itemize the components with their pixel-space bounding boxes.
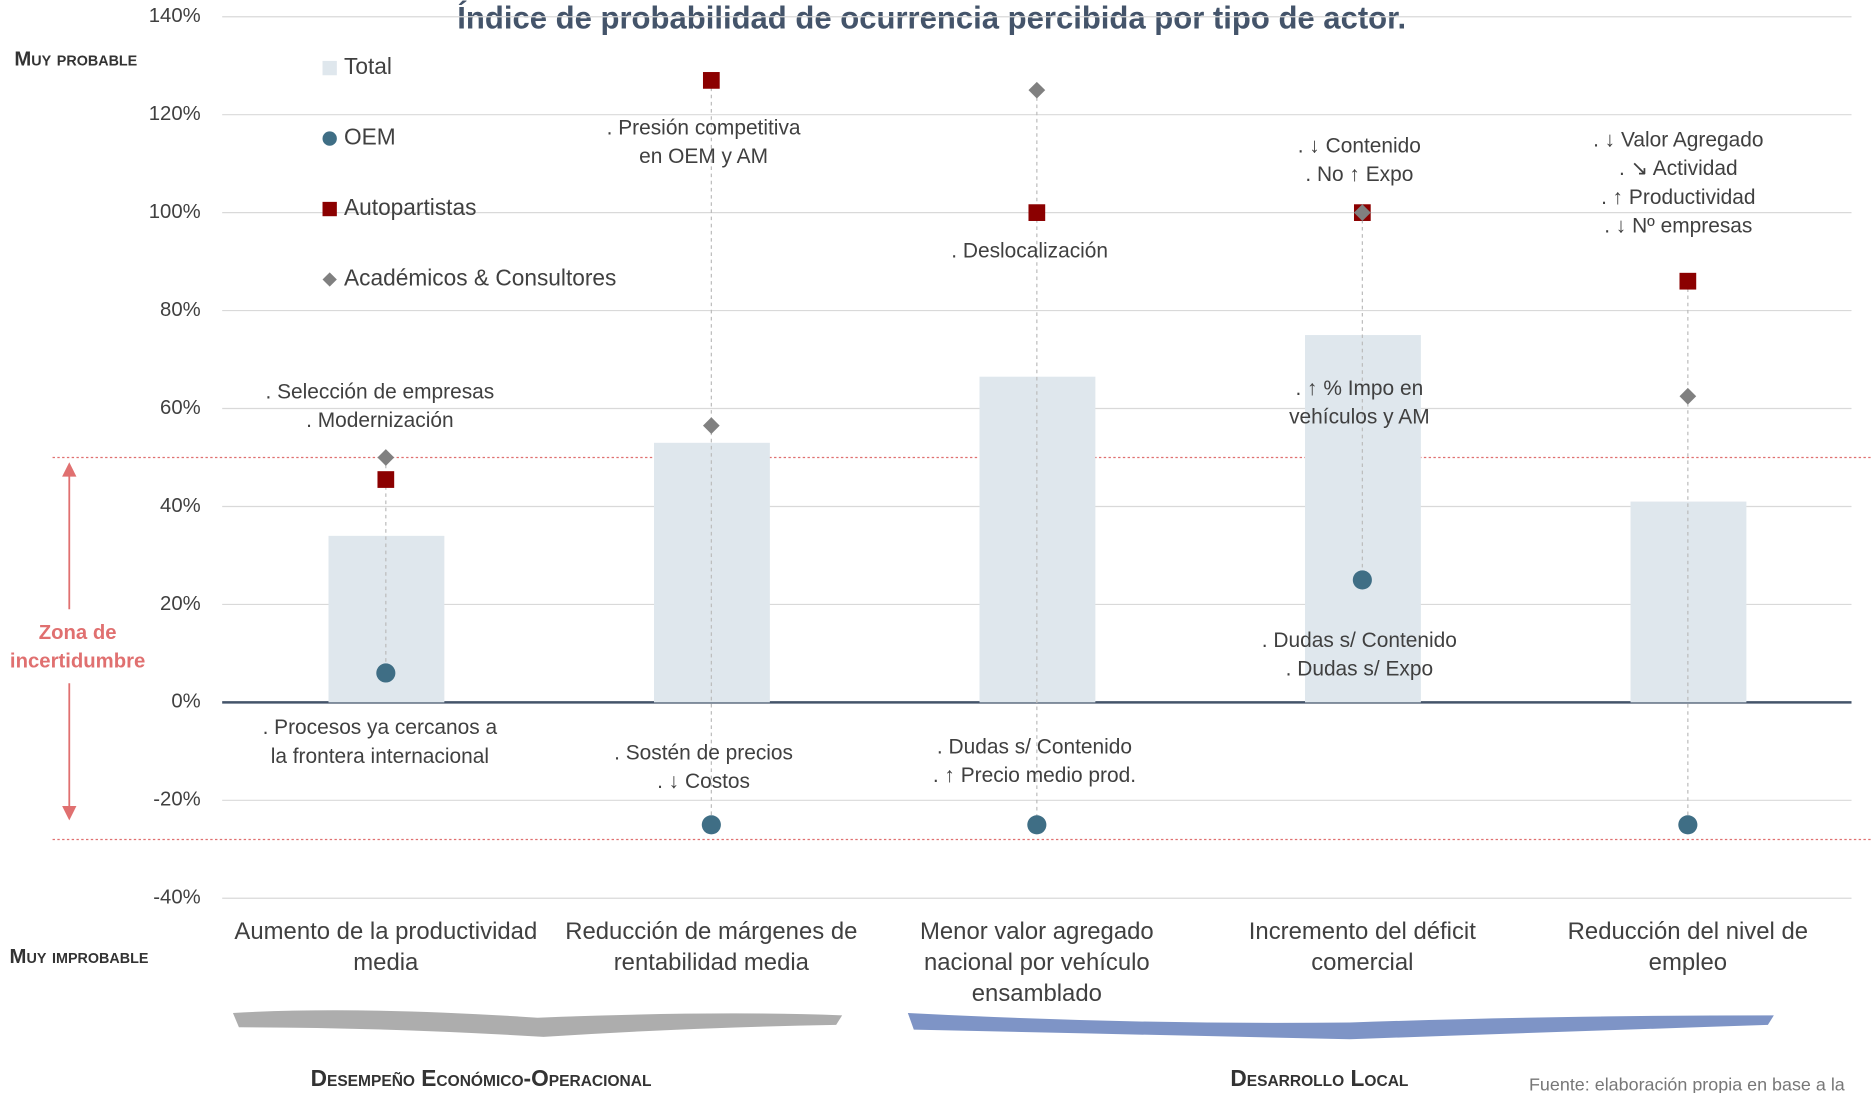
annotation: . Procesos ya cercanos a <box>263 716 498 739</box>
annotation: . ↑ Precio medio prod. <box>933 764 1136 787</box>
x-tick-label: Reducción del nivel de empleo <box>1567 918 1809 976</box>
annotation: . Dudas s/ Expo <box>1286 658 1433 681</box>
legend-label: OEM <box>344 124 396 150</box>
group-label: Desarrollo Local <box>1230 1066 1409 1092</box>
y-tick-label: 100% <box>149 201 201 223</box>
marker-autopartistas <box>1679 272 1697 290</box>
y-tick-label: 0% <box>171 691 200 713</box>
annotation: . No ↑ Expo <box>1305 163 1413 186</box>
legend-swatch <box>322 272 337 287</box>
y-tick-label: 120% <box>149 103 201 125</box>
x-tick-label: Reducción de márgenes de rentabilidad me… <box>565 918 858 976</box>
marker-oem <box>701 815 721 835</box>
group-label: Desempeño Económico-Operacional <box>310 1066 652 1092</box>
annotation: vehículos y AM <box>1289 406 1430 429</box>
zone-arrowhead <box>62 806 77 821</box>
source: Fuente: elaboración propia en base a la <box>1528 1075 1845 1093</box>
annotation: . ↘ Actividad <box>1619 157 1738 180</box>
annotation: . ↑ Productividad <box>1601 186 1755 209</box>
marker-autopartistas <box>702 72 720 89</box>
annotation: la frontera internacional <box>271 745 489 768</box>
annotation: . Dudas s/ Contenido <box>937 735 1132 758</box>
marker-academicos <box>1028 81 1046 99</box>
x-tick-label: Aumento de la productividad media <box>234 918 538 976</box>
y-tick-label: -20% <box>153 789 200 811</box>
bar <box>1630 501 1747 703</box>
y-tick-label: 40% <box>160 495 201 517</box>
marker-autopartistas <box>377 471 395 488</box>
bar <box>979 376 1096 703</box>
marker-academicos <box>702 417 720 435</box>
legend-label: Total <box>344 53 392 79</box>
zone-arrowhead <box>62 462 77 477</box>
x-tick-label: Incremento del déficit comercial <box>1248 918 1476 976</box>
annotation: . Deslocalización <box>951 240 1108 263</box>
marker-academicos <box>1679 387 1697 405</box>
y-tick-label: 20% <box>160 593 201 615</box>
annotation: . Selección de empresas <box>265 381 494 404</box>
y-tick-label: 60% <box>160 397 201 419</box>
y-tick-label: 140% <box>149 5 201 27</box>
group-brush <box>907 1012 1774 1040</box>
legend-swatch <box>322 60 337 76</box>
marker-autopartistas <box>1028 204 1046 221</box>
y-bottom-label: Muy improbable <box>9 944 149 968</box>
annotation: . ↓ Nº empresas <box>1604 214 1752 237</box>
annotation: . ↑ % Impo en <box>1295 377 1423 400</box>
x-tick-label: Menor valor agregado nacional por vehícu… <box>919 918 1154 1007</box>
bar <box>653 442 770 703</box>
legend-label: Autopartistas <box>344 194 476 220</box>
y-tick-label: -40% <box>153 887 200 909</box>
marker-academicos <box>377 449 395 466</box>
marker-oem <box>1352 570 1372 590</box>
y-tick-label: 80% <box>160 299 201 321</box>
annotation: . ↓ Valor Agregado <box>1593 128 1763 151</box>
annotation: . ↓ Contenido <box>1298 134 1421 157</box>
bar <box>1305 335 1421 703</box>
marker-oem <box>376 663 396 683</box>
annotation: en OEM y AM <box>639 145 768 168</box>
annotation: . Sostén de precios <box>614 741 793 764</box>
annotation: . ↓ Costos <box>657 770 750 793</box>
zone-label: Zona de incertidumbre <box>9 621 146 673</box>
group-brush <box>232 1010 843 1037</box>
annotation: . Dudas s/ Contenido <box>1262 629 1457 652</box>
annotation: . Modernización <box>306 409 453 432</box>
legend-swatch <box>322 201 337 217</box>
chart-title: Índice de probabilidad de ocurrencia per… <box>457 1 1406 36</box>
marker-oem <box>1678 815 1698 835</box>
legend-swatch <box>322 131 337 146</box>
marker-oem <box>1027 815 1047 835</box>
annotation: . Presión competitiva <box>607 117 801 140</box>
y-top-label: Muy probable <box>14 47 138 71</box>
legend-label: Académicos & Consultores <box>344 265 616 291</box>
